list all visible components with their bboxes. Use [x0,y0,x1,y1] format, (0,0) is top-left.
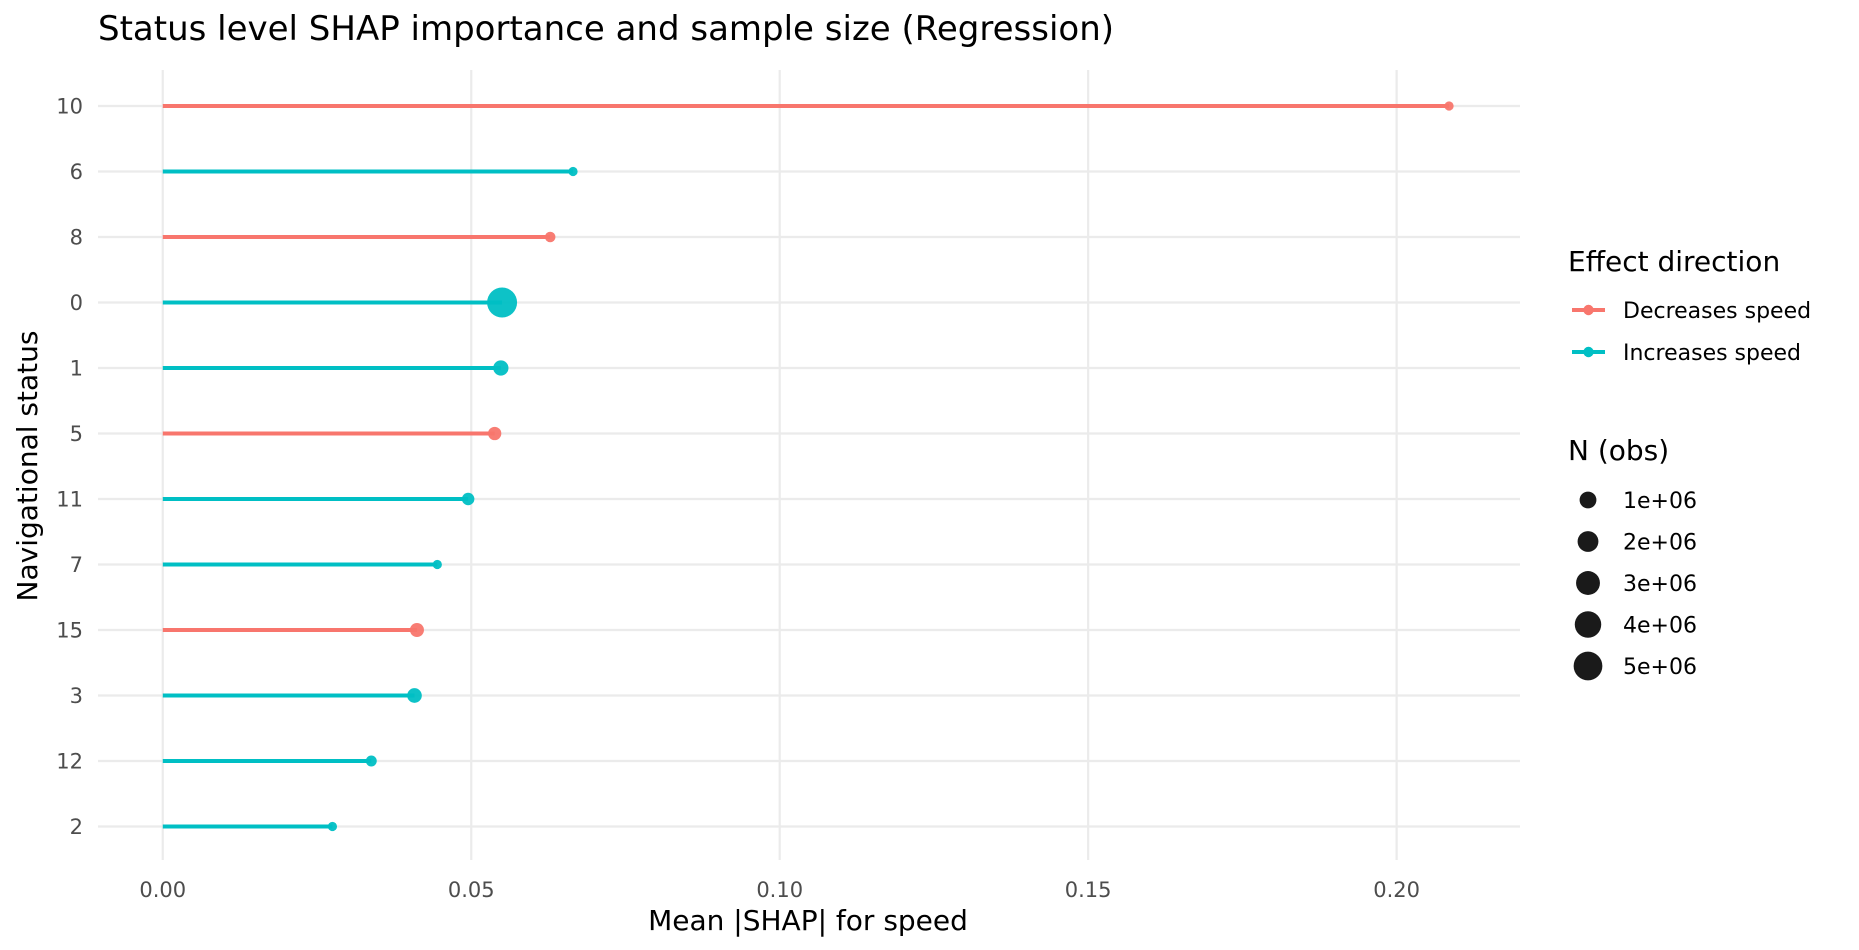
legend-size-dot [1576,571,1600,595]
x-tick-label: 0.10 [756,878,803,902]
x-tick-label: 0.15 [1065,878,1112,902]
legend-size-label: 5e+06 [1623,655,1697,680]
y-tick-label: 6 [70,160,83,184]
lollipop-dot-12 [365,755,377,767]
legend: Effect direction Decreases speed Increase… [1568,245,1811,681]
legend-color-label: Increases speed [1623,341,1801,366]
legend-size-label: 2e+06 [1623,531,1697,556]
y-tick-label: 3 [70,684,83,708]
chart-title: Status level SHAP importance and sample … [98,9,1114,49]
y-tick-label: 7 [70,553,83,577]
x-tick-label: 0.05 [448,878,495,902]
y-tick-label: 8 [70,226,83,250]
legend-color-label: Decreases speed [1623,299,1811,324]
legend-size-title: N (obs) [1568,434,1669,467]
y-tick-label: 2 [70,815,83,839]
legend-size-label: 3e+06 [1623,572,1697,597]
y-tick-label: 15 [56,619,83,643]
y-tick-label: 5 [70,422,83,446]
y-tick-label: 1 [70,357,83,381]
legend-color-title: Effect direction [1568,245,1780,278]
x-tick-label: 0.20 [1373,878,1420,902]
lollipop-dot-6 [568,166,578,177]
lollipop-dot-10 [1444,101,1454,111]
x-axis-title: Mean |SHAP| for speed [648,904,968,937]
y-tick-label: 12 [56,750,83,774]
legend-size-label: 1e+06 [1623,489,1697,514]
legend-size-label: 4e+06 [1623,614,1697,639]
legend-size-dot [1574,611,1602,638]
y-tick-label: 0 [70,291,83,315]
y-tick-label: 10 [56,95,83,119]
lollipop-dot-2 [327,821,338,832]
legend-size-dot [1579,491,1597,509]
legend-size-dot [1573,651,1603,681]
lollipop-dot-8 [544,231,556,243]
y-tick-label: 11 [56,488,83,512]
lollipop-dot-1 [493,360,509,376]
lollipop-dot-5 [488,426,502,441]
lollipop-dot-0 [487,287,518,318]
lollipop-dot-3 [407,688,422,703]
x-tick-label: 0.00 [139,878,186,902]
legend-size-dot [1577,531,1599,552]
lollipop-dot-7 [432,559,442,570]
lollipop-dot-15 [409,622,424,638]
y-axis-title: Navigational status [11,331,44,602]
lollipop-dot-11 [461,492,475,506]
legend-color-dot [1583,346,1594,358]
legend-color-dot [1583,304,1594,316]
